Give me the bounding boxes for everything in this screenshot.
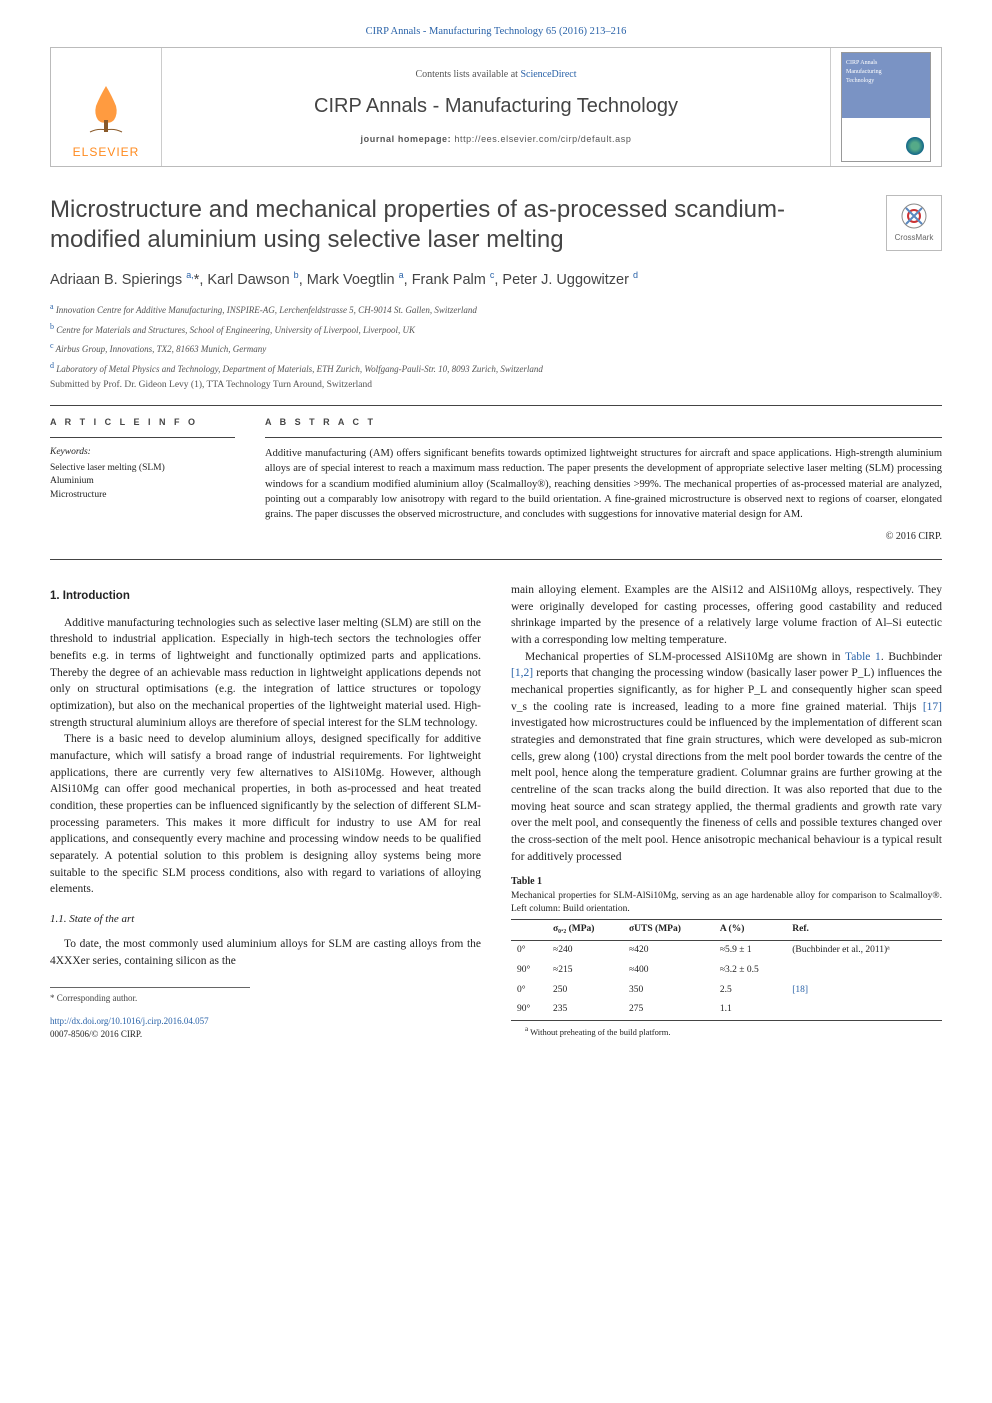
table-1-block: Table 1 Mechanical properties for SLM-Al… xyxy=(511,875,942,1038)
table-caption: Mechanical properties for SLM-AlSi10Mg, … xyxy=(511,890,942,916)
table-header-cell: A (%) xyxy=(714,920,786,941)
article-info-heading: A R T I C L E I N F O xyxy=(50,416,235,429)
cover-line1: CIRP Annals xyxy=(846,59,926,68)
divider-rule xyxy=(50,437,235,438)
abstract-text: Additive manufacturing (AM) offers signi… xyxy=(265,446,942,522)
abstract-heading: A B S T R A C T xyxy=(265,416,942,429)
sciencedirect-link[interactable]: ScienceDirect xyxy=(520,69,576,80)
subsection-heading-1-1: 1.1. State of the art xyxy=(50,912,481,928)
table-cell: 90° xyxy=(511,961,547,981)
table-cell: 275 xyxy=(623,1000,714,1020)
table-cell: 350 xyxy=(623,981,714,1001)
table-cell: ≈3.2 ± 0.5 xyxy=(714,961,786,981)
affiliation-line: a Innovation Centre for Additive Manufac… xyxy=(50,301,942,317)
body-paragraph: main alloying element. Examples are the … xyxy=(511,582,942,649)
elsevier-tree-icon xyxy=(80,78,132,140)
crossmark-icon xyxy=(900,202,928,230)
section-heading-1: 1. Introduction xyxy=(50,588,481,605)
article-title: Microstructure and mechanical properties… xyxy=(50,195,868,255)
body-paragraph: Additive manufacturing technologies such… xyxy=(50,615,481,732)
contents-lists-line: Contents lists available at ScienceDirec… xyxy=(162,68,830,83)
table-cell: 1.1 xyxy=(714,1000,786,1020)
affiliation-line: d Laboratory of Metal Physics and Techno… xyxy=(50,360,942,376)
journal-name: CIRP Annals - Manufacturing Technology xyxy=(162,92,830,121)
homepage-label: journal homepage: xyxy=(361,134,452,144)
keywords-label: Keywords: xyxy=(50,446,235,460)
table-header-cell: σ₀.₂ (MPa) xyxy=(547,920,623,941)
article-info-block: A R T I C L E I N F O Keywords: Selectiv… xyxy=(50,416,235,545)
table-cell: (Buchbinder et al., 2011)ᵃ xyxy=(786,941,942,961)
cover-line3: Technology xyxy=(846,77,926,86)
table-cell: ≈240 xyxy=(547,941,623,961)
citation-link[interactable]: [1,2] xyxy=(511,667,533,679)
homepage-url[interactable]: http://ees.elsevier.com/cirp/default.asp xyxy=(454,134,631,144)
affiliation-line: b Centre for Materials and Structures, S… xyxy=(50,321,942,337)
table-row: 0°≈240≈420≈5.9 ± 1(Buchbinder et al., 20… xyxy=(511,941,942,961)
divider-rule xyxy=(50,405,942,406)
issn-copyright-line: 0007-8506/© 2016 CIRP. xyxy=(50,1029,142,1039)
table-row: 90°≈215≈400≈3.2 ± 0.5 xyxy=(511,961,942,981)
table-cell: [18] xyxy=(786,981,942,1001)
table-header-cell: Ref. xyxy=(786,920,942,941)
article-body: 1. Introduction Additive manufacturing t… xyxy=(50,582,942,1042)
table-footnote: a Without preheating of the build platfo… xyxy=(511,1024,942,1038)
cover-globe-icon xyxy=(906,137,924,155)
affiliation-line: c Airbus Group, Innovations, TX2, 81663 … xyxy=(50,340,942,356)
table-cell: 90° xyxy=(511,1000,547,1020)
table-cell: 235 xyxy=(547,1000,623,1020)
text-span: investigated how microstructures could b… xyxy=(511,717,942,862)
text-span: . Buchbinder xyxy=(881,651,942,663)
table-row: 0°2503502.5 [18] xyxy=(511,981,942,1001)
footnote-text: Without preheating of the build platform… xyxy=(530,1027,670,1037)
table-cell: ≈5.9 ± 1 xyxy=(714,941,786,961)
body-paragraph: There is a basic need to develop alumini… xyxy=(50,731,481,898)
body-paragraph: To date, the most commonly used aluminiu… xyxy=(50,936,481,969)
author-list: Adriaan B. Spierings a,*, Karl Dawson b,… xyxy=(50,269,942,291)
crossmark-badge[interactable]: CrossMark xyxy=(886,195,942,251)
table-cell: 0° xyxy=(511,981,547,1001)
table-header-cell xyxy=(511,920,547,941)
journal-homepage-line: journal homepage: http://ees.elsevier.co… xyxy=(162,133,830,146)
journal-cover-thumb[interactable]: CIRP Annals Manufacturing Technology xyxy=(841,52,931,162)
table-cell: 250 xyxy=(547,981,623,1001)
crossmark-label: CrossMark xyxy=(895,232,934,244)
table-cell: 0° xyxy=(511,941,547,961)
submitted-by-line: Submitted by Prof. Dr. Gideon Levy (1), … xyxy=(50,379,942,393)
table-header-cell: σUTS (MPa) xyxy=(623,920,714,941)
doi-block: http://dx.doi.org/10.1016/j.cirp.2016.04… xyxy=(50,1015,481,1041)
text-span: reports that changing the processing win… xyxy=(511,667,942,712)
corresponding-author-footnote: * Corresponding author. xyxy=(50,987,250,1005)
contents-prefix: Contents lists available at xyxy=(415,69,520,80)
citation-link[interactable]: [18] xyxy=(792,985,808,995)
table-ref-link[interactable]: Table 1 xyxy=(845,651,881,663)
table-cell: ≈400 xyxy=(623,961,714,981)
table-label: Table 1 xyxy=(511,875,942,890)
cover-line2: Manufacturing xyxy=(846,68,926,77)
table-cell xyxy=(786,961,942,981)
abstract-copyright: © 2016 CIRP. xyxy=(265,530,942,545)
text-span: Mechanical properties of SLM-processed A… xyxy=(525,651,845,663)
elsevier-logo[interactable]: ELSEVIER xyxy=(51,47,161,167)
keywords-list: Selective laser melting (SLM)AluminiumMi… xyxy=(50,462,235,502)
table-cell: ≈420 xyxy=(623,941,714,961)
divider-rule xyxy=(50,559,942,560)
table-cell xyxy=(786,1000,942,1020)
elsevier-wordmark: ELSEVIER xyxy=(73,144,140,161)
body-paragraph: Mechanical properties of SLM-processed A… xyxy=(511,649,942,866)
divider-rule xyxy=(265,437,942,438)
table-cell: ≈215 xyxy=(547,961,623,981)
header-center: Contents lists available at ScienceDirec… xyxy=(161,48,831,166)
footnote-sup: a xyxy=(525,1025,528,1033)
doi-link[interactable]: http://dx.doi.org/10.1016/j.cirp.2016.04… xyxy=(50,1016,209,1026)
abstract-block: A B S T R A C T Additive manufacturing (… xyxy=(265,416,942,545)
table-1: σ₀.₂ (MPa)σUTS (MPa)A (%)Ref. 0°≈240≈420… xyxy=(511,919,942,1021)
citation-link[interactable]: [17] xyxy=(923,701,942,713)
journal-header-box: ELSEVIER Contents lists available at Sci… xyxy=(50,47,942,167)
journal-ref-line: CIRP Annals - Manufacturing Technology 6… xyxy=(50,24,942,39)
table-row: 90°2352751.1 xyxy=(511,1000,942,1020)
table-cell: 2.5 xyxy=(714,981,786,1001)
